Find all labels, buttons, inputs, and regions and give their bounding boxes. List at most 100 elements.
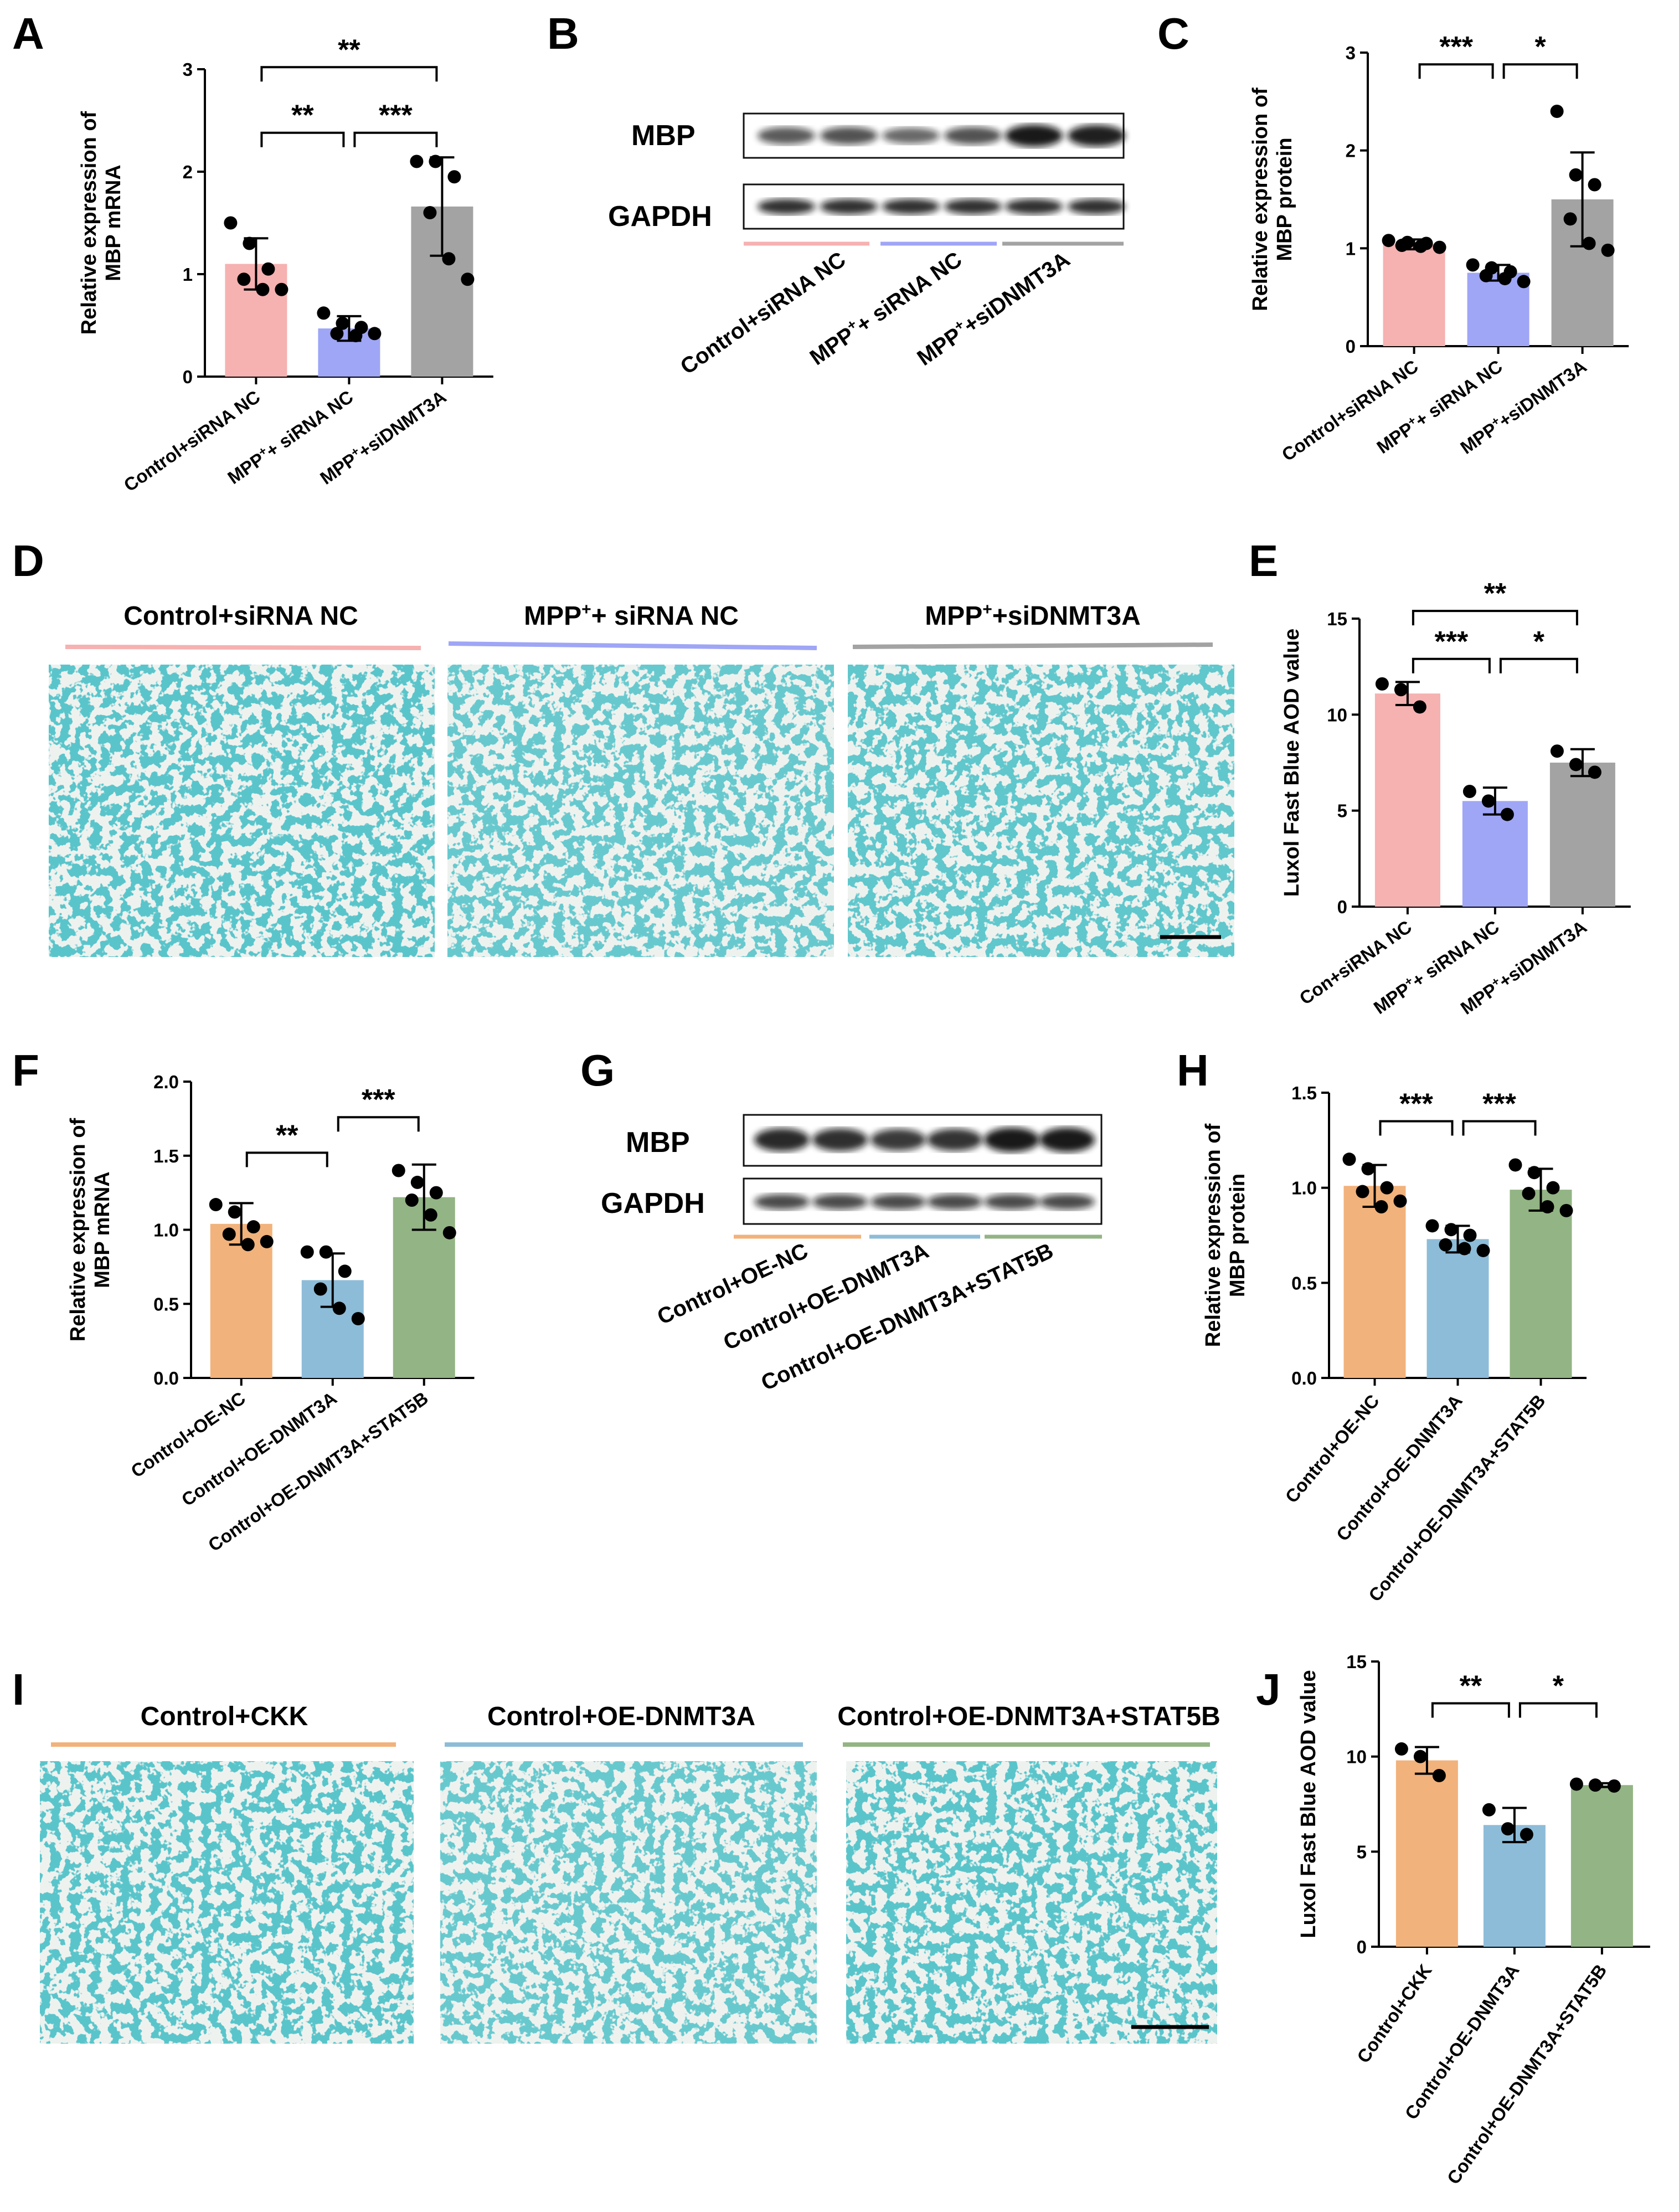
chart-f-data-point <box>351 1312 365 1325</box>
western-blot-b: MBP GAPDH Control+siRNA NC MPP++ siRNA N… <box>608 112 1125 379</box>
chart-a-data-point <box>442 252 456 266</box>
chart-c-significance-label: * <box>1534 31 1546 63</box>
blot-b-band-label-gapdh: GAPDH <box>608 200 712 233</box>
chart-c-data-point <box>1569 168 1583 182</box>
chart-c-y-label: Relative expression of <box>1249 88 1272 311</box>
chart-j-data-point <box>1394 1742 1408 1756</box>
blot-b-band-label-mbp: MBP <box>631 120 696 152</box>
chart-a-significance-bracket <box>260 66 438 82</box>
chart-a-significance-bracket <box>353 131 438 147</box>
panel-label-c: C <box>1157 9 1189 58</box>
image-row-i: Control+CKK Control+OE-DNMT3A Control+OE… <box>40 1702 1220 2044</box>
blot-g-gapdh-band <box>812 1194 868 1210</box>
blot-g-mbp-band <box>754 1128 810 1151</box>
chart-j-y-tick-label: 15 <box>1346 1652 1367 1672</box>
chart-e-bar <box>1549 763 1615 907</box>
chart-j-data-point <box>1432 1769 1446 1782</box>
chart-a-data-point <box>447 170 461 184</box>
chart-h-data-point <box>1541 1200 1554 1213</box>
chart-a-significance-bracket <box>260 131 345 147</box>
image-d-title-2: MPP++ siRNA NC <box>524 600 739 631</box>
chart-e-data-point <box>1413 700 1426 714</box>
chart-h-significance-bracket <box>1462 1120 1537 1136</box>
chart-j-data-point <box>1482 1803 1496 1817</box>
chart-c-data-point <box>1395 239 1409 253</box>
panel-label-i: I <box>12 1665 24 1714</box>
chart-f-y-tick-label: 1.5 <box>153 1146 179 1166</box>
chart-e-data-point <box>1588 765 1601 779</box>
chart-f-data-point <box>300 1245 314 1259</box>
chart-e-significance-label: * <box>1533 626 1545 658</box>
chart-a-y-tick-label: 2 <box>183 162 193 182</box>
image-d-underline-1 <box>65 645 421 650</box>
chart-f-data-point <box>241 1238 255 1252</box>
stain-image-i-3 <box>846 1761 1217 2044</box>
chart-f-data-point <box>260 1234 274 1248</box>
chart-c-y-tick-label: 1 <box>1346 238 1356 259</box>
stain-image-i-1 <box>40 1761 414 2044</box>
chart-h-data-point <box>1393 1194 1407 1208</box>
image-row-d: Control+siRNA NC MPP++ siRNA NC MPP++siD… <box>49 600 1234 957</box>
chart-e-significance-bracket <box>1499 657 1578 673</box>
chart-f-data-point <box>338 1264 352 1278</box>
blot-b-mbp-band <box>1005 125 1063 147</box>
chart-f-bar <box>210 1223 272 1378</box>
chart-c-data-point <box>1382 234 1395 248</box>
chart-c-data-point <box>1479 269 1493 282</box>
chart-h-significance-label: *** <box>1482 1088 1516 1120</box>
chart-f-data-point <box>246 1220 260 1234</box>
chart-h-data-point <box>1361 1162 1375 1176</box>
chart-c-data-point <box>1517 275 1531 289</box>
chart-e-y-label: Luxol Fast Blue AOD value <box>1280 629 1304 897</box>
chart-e-data-point <box>1481 794 1495 808</box>
chart-h-significance-bracket <box>1379 1120 1454 1136</box>
chart-f-significance-label: ** <box>276 1119 298 1151</box>
chart-j-significance-label: * <box>1553 1670 1564 1702</box>
chart-e-bar <box>1374 693 1440 907</box>
chart-j-significance-bracket <box>1431 1702 1510 1718</box>
blot-b-mbp-band <box>820 127 878 145</box>
chart-a-data-point <box>261 262 275 276</box>
blot-g-mbp-band <box>1039 1128 1095 1152</box>
panel-label-f: F <box>12 1046 39 1095</box>
chart-f-data-point <box>332 1302 346 1315</box>
chart-e-significance-bracket <box>1412 610 1578 626</box>
blot-g-gapdh-band <box>871 1194 926 1210</box>
chart-h-data-point <box>1559 1203 1573 1217</box>
chart-h-data-point <box>1546 1181 1560 1195</box>
chart-j-category-label: Control+CKK <box>1353 1961 1436 2067</box>
chart-c-data-point <box>1550 105 1564 118</box>
chart-e-data-point <box>1394 683 1408 697</box>
chart-j-bar <box>1395 1760 1458 1947</box>
chart-j-data-point <box>1501 1822 1515 1836</box>
chart-c-significance-bracket <box>1502 63 1578 79</box>
chart-a-data-point <box>243 236 256 250</box>
chart-h-data-point <box>1425 1219 1439 1233</box>
chart-c: 0 1 2 3 Relative expression of MBP protein Con… <box>1249 31 1629 465</box>
chart-c-data-point <box>1582 236 1596 250</box>
chart-f-data-point <box>209 1198 223 1212</box>
chart-j-y-tick-label: 0 <box>1357 1937 1367 1957</box>
image-i-title-1: Control+CKK <box>141 1702 308 1731</box>
image-i-title-3: Control+OE-DNMT3A+STAT5B <box>837 1702 1220 1731</box>
chart-f-data-point <box>222 1227 236 1241</box>
chart-j-y-label: Luxol Fast Blue AOD value <box>1297 1670 1320 1938</box>
chart-c-data-point <box>1466 258 1480 272</box>
chart-j-significance-bracket <box>1518 1702 1598 1718</box>
chart-h-y-tick-label: 1.0 <box>1291 1178 1317 1198</box>
chart-h-category-label: Control+OE-DNMT3A+STAT5B <box>1364 1391 1549 1606</box>
blot-b-mbp-band <box>1068 125 1125 147</box>
chart-h-bar <box>1343 1186 1406 1378</box>
chart-c-y-tick-label: 2 <box>1346 141 1356 161</box>
chart-f-data-point <box>313 1282 327 1296</box>
chart-a-data-point <box>275 282 289 296</box>
chart-a-data-point <box>410 155 424 168</box>
chart-a-data-point <box>423 206 437 219</box>
chart-c-significance-label: *** <box>1439 31 1473 63</box>
panel-label-g: G <box>580 1046 615 1095</box>
chart-f-y-label: Relative expression of <box>66 1118 90 1341</box>
chart-h-bar <box>1426 1239 1489 1378</box>
chart-f-significance-bracket <box>245 1151 328 1167</box>
